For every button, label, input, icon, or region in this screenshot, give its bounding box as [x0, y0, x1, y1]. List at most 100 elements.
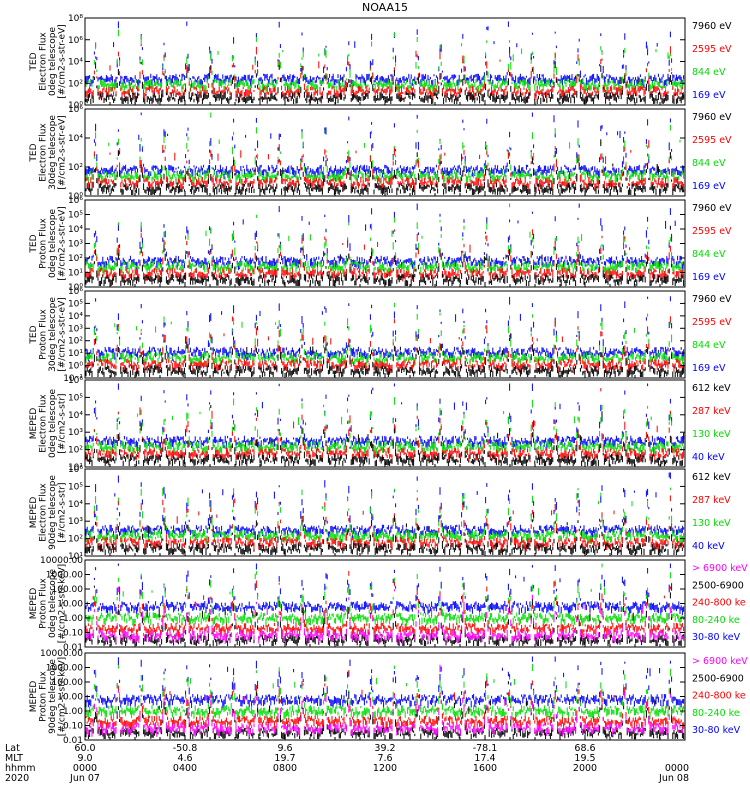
legend-entry: 2595 eV — [692, 44, 732, 55]
y-axis-label: Electron Flux — [39, 32, 49, 91]
y-tick-label: 10⁴ — [68, 134, 83, 144]
y-tick-label: 100.00 — [52, 585, 84, 595]
x-tick-lat: 60.0 — [74, 743, 95, 754]
series-trace-3-4 — [85, 203, 685, 271]
y-axis-label: Electron Flux — [39, 123, 49, 182]
y-tick-label: 10² — [68, 79, 83, 89]
y-tick-label: 10⁰ — [68, 101, 83, 111]
y-tick-label: 10⁴ — [68, 225, 83, 235]
series-trace-1-1 — [85, 56, 685, 104]
x-tick-lat: -78.1 — [473, 743, 498, 754]
x-tick-mlt: 9.0 — [77, 753, 92, 764]
y-axis-label: [#/cm2-s-str-eV] — [58, 206, 68, 281]
x-tick-hhmm: 0000 — [73, 763, 97, 774]
panel-frame — [84, 108, 686, 197]
y-tick-label: 10.00 — [57, 600, 83, 610]
series-trace-1-4 — [85, 21, 685, 89]
x-tick-hhmm: 0800 — [273, 763, 297, 774]
x-axis-row-label: hhmm — [5, 763, 36, 774]
y-tick-label: 10³ — [68, 240, 83, 250]
y-axis-label: [#/cm2-s-str-keV] — [58, 657, 68, 736]
plot-title: NOAA15 — [362, 1, 408, 14]
legend-entry: 80-240 ke — [692, 615, 740, 626]
y-axis-label: 0deg telescope — [48, 27, 58, 97]
y-tick-label: 0.10 — [63, 722, 83, 732]
legend-entry: 240-800 ke — [692, 691, 746, 702]
legend-entry: 130 keV — [692, 518, 731, 529]
y-axis-label: 0deg telescope — [48, 569, 58, 639]
y-tick-label: 10¹ — [68, 349, 83, 359]
y-tick-label: 10⁴ — [68, 411, 83, 421]
panel-1: 10⁰ 10² 10⁴ 10⁶ 10⁸ TED Electron Flux 0deg tele… — [29, 14, 732, 111]
x-axis-row-label: Lat — [5, 743, 20, 754]
panel-7: 0.01 0.10 1.00 10.00 100.00 1000.00 10000.00 ME… — [29, 556, 748, 653]
legend-entry: 2595 eV — [692, 135, 732, 146]
y-axis-label: TED — [29, 325, 39, 344]
y-axis-label: 0deg telescope — [48, 209, 58, 279]
x-tick-lat: -50.8 — [173, 743, 198, 754]
y-tick-label: 10¹ — [68, 269, 83, 279]
y-axis-label: 30deg telescope — [48, 297, 58, 372]
y-axis-label: MEPED — [29, 497, 39, 529]
legend-entry: > 6900 keV — [692, 563, 748, 574]
series-trace-5-1 — [85, 405, 685, 466]
legend-entry: 169 eV — [692, 363, 726, 374]
series-trace-5-2 — [85, 388, 685, 463]
y-tick-label: 10.00 — [57, 693, 83, 703]
y-axis-label: 0deg telescope — [48, 389, 58, 459]
y-tick-label: 10⁴ — [68, 312, 83, 322]
y-tick-label: 10⁶ — [68, 36, 83, 46]
y-tick-label: 10² — [68, 254, 83, 264]
legend-entry: 612 keV — [692, 383, 731, 394]
y-axis-label: Proton Flux — [39, 578, 49, 629]
series-trace-6-4 — [85, 472, 685, 539]
legend-entry: 844 eV — [692, 67, 726, 78]
x-tick-mlt: 17.4 — [474, 753, 495, 764]
y-tick-label: 10³ — [68, 428, 83, 438]
legend-entry: > 6900 keV — [692, 656, 748, 667]
series-trace-4-1 — [85, 333, 685, 377]
y-tick-label: 0.01 — [63, 736, 83, 746]
legend-entry: 287 keV — [692, 406, 731, 417]
y-tick-label: 10⁸ — [68, 14, 83, 24]
series-trace-6-3 — [85, 487, 685, 545]
series-trace-5-4 — [85, 383, 685, 451]
panel-5: 10¹ 10² 10³ 10⁴ 10⁵ 10⁶ MEPED Electron Flux 0deg… — [29, 376, 731, 473]
y-tick-label: 10⁶ — [68, 196, 83, 206]
legend-entry: 240-800 ke — [692, 598, 746, 609]
legend-entry: 40 keV — [692, 452, 725, 463]
y-axis-label: Proton Flux — [39, 218, 49, 269]
legend-entry: 2500-6900 — [692, 580, 744, 591]
y-axis-label: [#/cm2-s-str-eV] — [58, 297, 68, 372]
legend-entry: 169 eV — [692, 272, 726, 283]
y-tick-label: 10⁵ — [68, 393, 83, 403]
panel-3: 10⁰ 10¹ 10² 10³ 10⁴ 10⁵ 10⁶ TED Proton Flux 0deg … — [29, 196, 732, 293]
x-tick-mlt: 7.6 — [377, 753, 392, 764]
series-trace-2-2 — [85, 140, 685, 192]
legend-entry: 7960 eV — [692, 112, 732, 123]
y-tick-label: 10¹ — [68, 552, 83, 562]
legend-entry: 2595 eV — [692, 317, 732, 328]
x-tick-date: Jun 08 — [658, 773, 689, 784]
y-tick-label: 10⁴ — [68, 500, 83, 510]
y-tick-label: 100.00 — [52, 678, 84, 688]
legend-entry: 30-80 keV — [692, 632, 741, 643]
x-tick-date: Jun 07 — [69, 773, 100, 784]
y-tick-label: 10² — [68, 446, 83, 456]
series-trace-3-2 — [85, 229, 685, 283]
y-tick-label: 10⁵ — [68, 211, 83, 221]
series-trace-1-3 — [85, 29, 685, 94]
y-tick-label: 1000.00 — [46, 664, 83, 674]
y-axis-label: Proton Flux — [39, 671, 49, 722]
y-tick-label: 10² — [68, 163, 83, 173]
y-tick-label: 10⁰ — [68, 362, 83, 372]
y-axis-label: Electron Flux — [39, 483, 49, 542]
y-axis-label: TED — [29, 52, 39, 71]
series-trace-5-3 — [85, 397, 685, 456]
legend-entry: 40 keV — [692, 541, 725, 552]
series-trace-7-4 — [85, 563, 685, 627]
series-trace-2-3 — [85, 112, 685, 185]
series-trace-4-4 — [85, 296, 685, 362]
series-trace-7-1 — [85, 586, 685, 644]
